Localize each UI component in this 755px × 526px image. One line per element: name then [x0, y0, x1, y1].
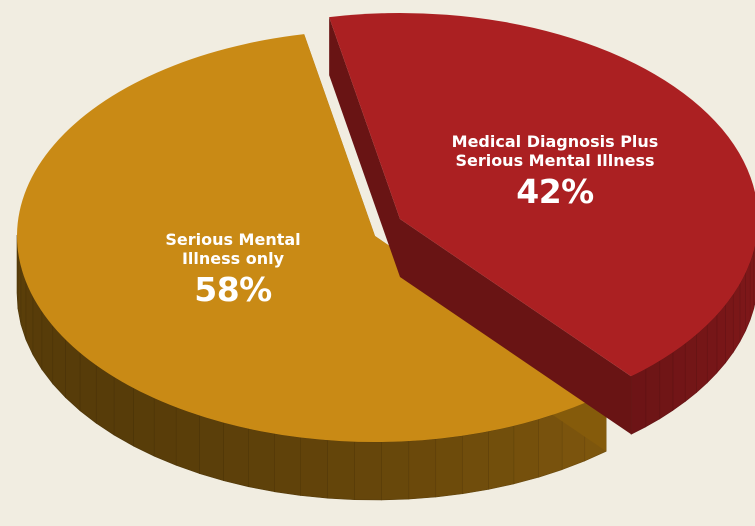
slice-side-wall	[381, 440, 410, 501]
slice-side-wall	[113, 376, 134, 447]
slice-side-wall	[696, 324, 708, 393]
slice-side-wall	[354, 441, 382, 501]
slice-side-wall	[684, 333, 697, 403]
slice-side-wall	[739, 272, 746, 342]
slice-side-wall	[153, 397, 177, 466]
slice-side-wall	[513, 418, 539, 485]
slice-side-wall	[133, 387, 155, 457]
slice-label-line-2: Illness only	[181, 249, 285, 269]
slice-side-wall	[327, 439, 355, 500]
slice-side-wall	[672, 342, 686, 411]
slice-side-wall	[732, 282, 741, 354]
slice-side-wall	[706, 314, 718, 384]
slice-label-line-2: Serious Mental Illness	[455, 151, 655, 171]
slice-side-wall	[175, 406, 200, 474]
slice-top-face	[17, 34, 607, 442]
slice-side-wall	[223, 422, 249, 488]
slice-label-serious-mental-illness-only: Serious Mental Illness only 58%	[98, 230, 368, 310]
slice-cut-wall	[329, 17, 400, 277]
slice-side-wall	[95, 364, 115, 436]
slice-side-wall	[274, 433, 301, 496]
slice-side-wall	[435, 435, 463, 498]
slice-side-wall	[749, 250, 755, 320]
slice-cut-wall	[400, 219, 632, 435]
slice-side-wall	[488, 425, 515, 490]
slice-side-wall	[745, 261, 751, 331]
slice-side-wall	[461, 431, 489, 495]
slice-label-line-1: Medical Diagnosis Plus	[451, 132, 659, 151]
slice-serious-mental-illness-only	[16, 34, 607, 501]
slice-side-wall	[248, 428, 275, 493]
slice-medical-diagnosis-plus-serious-mental-illness	[329, 13, 755, 435]
slice-side-wall	[300, 437, 328, 499]
slice-side-wall	[538, 411, 563, 478]
slice-side-wall	[716, 303, 726, 374]
slice-side-wall	[199, 415, 224, 482]
slice-side-wall	[659, 351, 674, 420]
slice-label-medical-diagnosis-plus-serious-mental-illness: Medical Diagnosis Plus Serious Mental Il…	[405, 132, 705, 212]
slice-value-label: 58%	[194, 270, 272, 310]
slice-side-wall	[630, 368, 647, 435]
slice-top-face	[329, 13, 755, 377]
slice-value-label: 42%	[516, 172, 594, 212]
slice-side-wall	[725, 293, 734, 364]
slice-label-line-1: Serious Mental	[165, 230, 301, 249]
slice-side-wall	[408, 438, 437, 500]
slice-side-wall	[645, 360, 661, 428]
